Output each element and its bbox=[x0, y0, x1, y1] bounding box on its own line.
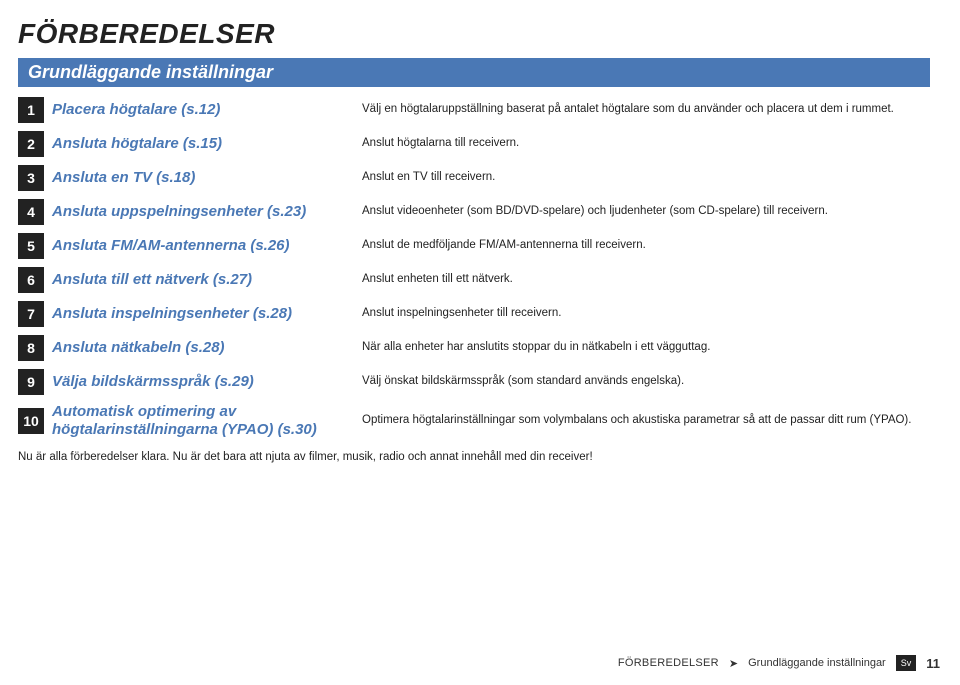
breadcrumb-subsection: Grundläggande inställningar bbox=[748, 657, 886, 669]
step-label[interactable]: Ansluta FM/AM-antennerna (s.26) bbox=[52, 237, 290, 255]
language-badge: Sv bbox=[896, 655, 917, 671]
step-label[interactable]: Välja bildskärmsspråk (s.29) bbox=[52, 373, 254, 391]
step-row: 9 Välja bildskärmsspråk (s.29) Välj önskat… bbox=[18, 369, 930, 395]
step-number: 9 bbox=[18, 369, 44, 395]
step-row: 8 Ansluta nätkabeln (s.28) När alla enhete… bbox=[18, 335, 930, 361]
step-description: Välj en högtalaruppställning baserat på … bbox=[362, 102, 930, 118]
step-number: 8 bbox=[18, 335, 44, 361]
step-row: 7 Ansluta inspelningsenheter (s.28) Anslut… bbox=[18, 301, 930, 327]
step-description: När alla enheter har anslutits stoppar d… bbox=[362, 340, 930, 356]
step-description: Anslut enheten till ett nätverk. bbox=[362, 272, 930, 288]
step-description: Anslut videoenheter (som BD/DVD-spelare)… bbox=[362, 204, 930, 220]
step-number: 1 bbox=[18, 97, 44, 123]
step-left: 6 Ansluta till ett nätverk (s.27) bbox=[18, 267, 348, 293]
chevron-right-icon: ➤ bbox=[729, 657, 738, 670]
step-left: 1 Placera högtalare (s.12) bbox=[18, 97, 348, 123]
step-row: 1 Placera högtalare (s.12) Välj en högtala… bbox=[18, 97, 930, 123]
step-description: Välj önskat bildskärmsspråk (som standar… bbox=[362, 374, 930, 390]
step-label[interactable]: Ansluta uppspelningsenheter (s.23) bbox=[52, 203, 306, 221]
step-description: Anslut inspelningsenheter till receivern… bbox=[362, 306, 930, 322]
step-description: Optimera högtalarinställningar som volym… bbox=[362, 413, 930, 429]
step-row: 4 Ansluta uppspelningsenheter (s.23) Anslu… bbox=[18, 199, 930, 225]
section-heading: Grundläggande inställningar bbox=[18, 58, 930, 87]
step-row: 5 Ansluta FM/AM-antennerna (s.26) Anslut d… bbox=[18, 233, 930, 259]
page-title: FÖRBEREDELSER bbox=[18, 18, 930, 50]
step-left: 7 Ansluta inspelningsenheter (s.28) bbox=[18, 301, 348, 327]
step-label[interactable]: Ansluta högtalare (s.15) bbox=[52, 135, 222, 153]
step-description: Anslut en TV till receivern. bbox=[362, 170, 930, 186]
steps-list: 1 Placera högtalare (s.12) Välj en högtala… bbox=[18, 97, 930, 439]
step-label[interactable]: Ansluta nätkabeln (s.28) bbox=[52, 339, 225, 357]
step-number: 10 bbox=[18, 408, 44, 434]
page-footer: FÖRBEREDELSER ➤ Grundläggande inställnin… bbox=[618, 655, 940, 671]
step-number: 6 bbox=[18, 267, 44, 293]
step-row: 2 Ansluta högtalare (s.15) Anslut högtalar… bbox=[18, 131, 930, 157]
step-description: Anslut högtalarna till receivern. bbox=[362, 136, 930, 152]
step-label[interactable]: Placera högtalare (s.12) bbox=[52, 101, 220, 119]
step-left: 8 Ansluta nätkabeln (s.28) bbox=[18, 335, 348, 361]
step-number: 3 bbox=[18, 165, 44, 191]
step-label[interactable]: Automatisk optimering av högtalarinställ… bbox=[52, 403, 348, 439]
step-left: 9 Välja bildskärmsspråk (s.29) bbox=[18, 369, 348, 395]
step-number: 2 bbox=[18, 131, 44, 157]
step-row: 6 Ansluta till ett nätverk (s.27) Anslut e… bbox=[18, 267, 930, 293]
step-label[interactable]: Ansluta en TV (s.18) bbox=[52, 169, 195, 187]
closing-text: Nu är alla förberedelser klara. Nu är de… bbox=[18, 451, 930, 463]
step-number: 5 bbox=[18, 233, 44, 259]
step-number: 7 bbox=[18, 301, 44, 327]
breadcrumb-section: FÖRBEREDELSER bbox=[618, 657, 719, 669]
step-number: 4 bbox=[18, 199, 44, 225]
step-description: Anslut de medföljande FM/AM-antennerna t… bbox=[362, 238, 930, 254]
step-row: 3 Ansluta en TV (s.18) Anslut en TV till r… bbox=[18, 165, 930, 191]
step-row: 10 Automatisk optimering av högtalarinstä… bbox=[18, 403, 930, 439]
step-left: 5 Ansluta FM/AM-antennerna (s.26) bbox=[18, 233, 348, 259]
step-left: 3 Ansluta en TV (s.18) bbox=[18, 165, 348, 191]
step-label[interactable]: Ansluta inspelningsenheter (s.28) bbox=[52, 305, 292, 323]
step-left: 2 Ansluta högtalare (s.15) bbox=[18, 131, 348, 157]
step-left: 10 Automatisk optimering av högtalarinstä… bbox=[18, 403, 348, 439]
step-label[interactable]: Ansluta till ett nätverk (s.27) bbox=[52, 271, 252, 289]
step-left: 4 Ansluta uppspelningsenheter (s.23) bbox=[18, 199, 348, 225]
page-number: 11 bbox=[926, 656, 940, 671]
